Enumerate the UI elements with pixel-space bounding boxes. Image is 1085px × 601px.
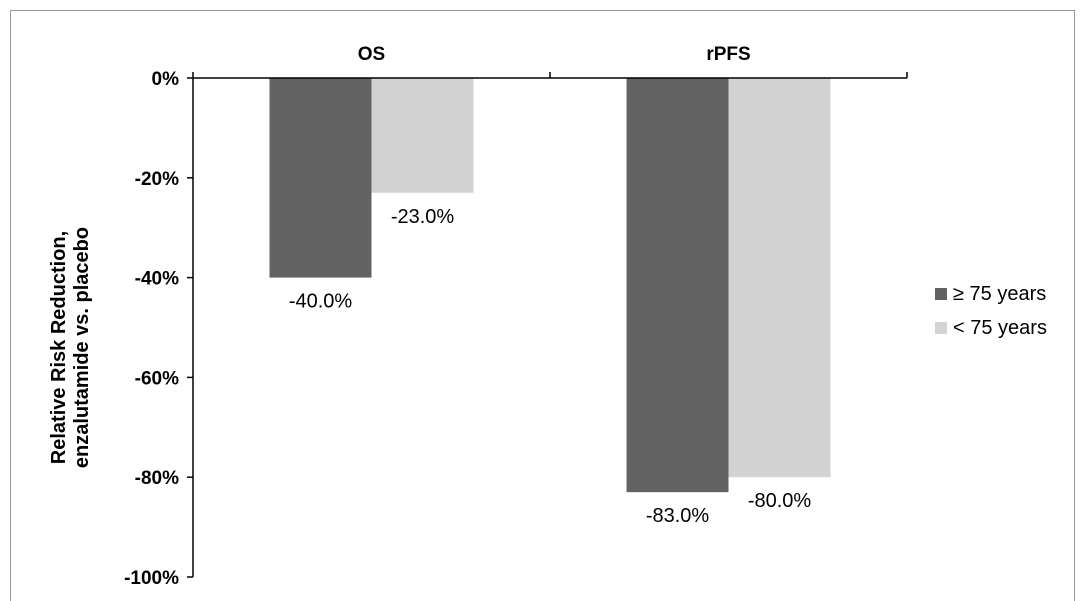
y-axis-title-line: enzalutamide vs. placebo xyxy=(71,227,93,468)
y-axis-title-line: Relative Risk Reduction, xyxy=(48,231,70,464)
legend-label: ≥ 75 years xyxy=(953,283,1046,305)
y-tick-label: -100% xyxy=(124,568,179,589)
y-tick-label: -60% xyxy=(135,368,179,389)
bar-os-series-1 xyxy=(371,78,474,193)
legend-label: < 75 years xyxy=(953,317,1047,339)
y-tick-label: -80% xyxy=(135,468,179,489)
legend-swatch xyxy=(935,288,947,300)
legend-swatch xyxy=(935,322,947,334)
bar-rpfs-series-1 xyxy=(728,78,831,478)
data-label: -80.0% xyxy=(748,490,812,512)
data-label: -40.0% xyxy=(289,291,353,313)
y-tick-label: -40% xyxy=(135,269,179,290)
data-label: -83.0% xyxy=(646,505,710,527)
category-label: rPFS xyxy=(706,44,750,65)
data-label: -23.0% xyxy=(391,206,455,228)
chart-frame xyxy=(10,10,1075,601)
category-label: OS xyxy=(358,44,385,65)
y-tick-label: 0% xyxy=(152,69,180,90)
y-tick-label: -20% xyxy=(135,169,179,190)
bar-os-series-0 xyxy=(269,78,372,278)
bar-rpfs-series-0 xyxy=(626,78,729,493)
